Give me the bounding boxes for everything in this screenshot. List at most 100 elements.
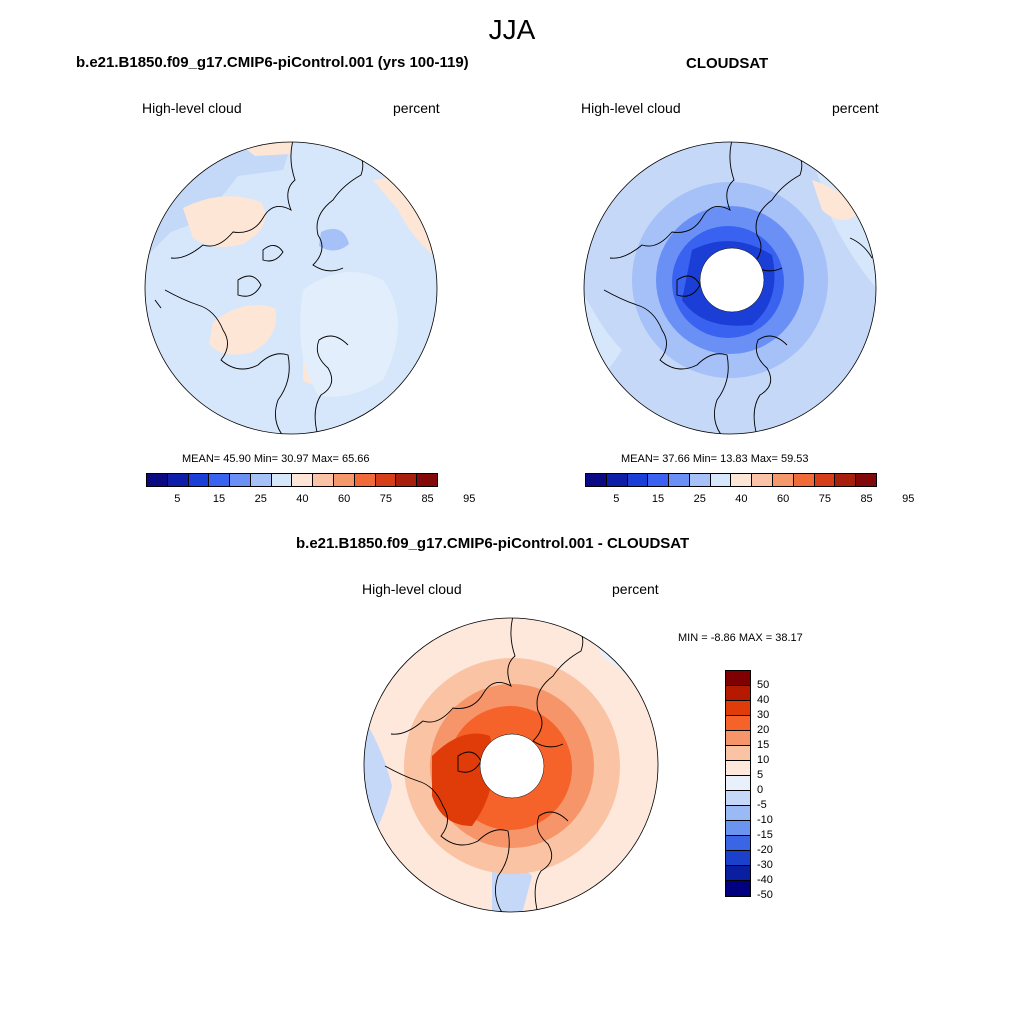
panel3-pole-hole <box>479 733 545 799</box>
panel1-colorbar-tick: 95 <box>463 493 476 505</box>
panel1-region-siberia <box>183 196 266 247</box>
panel3-colorbar-swatch <box>726 836 750 851</box>
panel3-colorbar-swatch <box>726 851 750 866</box>
panel3-colorbar-tick: -50 <box>757 889 773 901</box>
panel3-colorbar-swatch <box>726 881 750 896</box>
panel1-min: 30.97 <box>281 453 309 465</box>
panel1-colorbar-swatch <box>334 474 355 486</box>
panel1-colorbar-swatch <box>292 474 314 486</box>
panel2-colorbar-tick: 15 <box>651 493 665 505</box>
panel2-min-label: Min= <box>692 453 718 465</box>
panel3-map-border <box>363 617 659 913</box>
panel2-colorbar-tick: 25 <box>693 493 706 505</box>
panel2-colorbar-swatch <box>606 474 628 486</box>
panel3-variable: High-level cloud <box>362 581 462 597</box>
panel2-colorbar-tick: 5 <box>613 493 620 505</box>
panel3-colorbar-swatch <box>726 671 750 686</box>
panel3-region-cool-s <box>492 862 532 912</box>
panel2-colorbar-swatch <box>856 474 876 486</box>
panel3-colorbar-tick: -30 <box>757 859 773 871</box>
panel3-colorbar-tick: 10 <box>757 754 770 766</box>
panel3-min-label: MIN = <box>678 632 708 644</box>
panel2-colorbar-tick: 85 <box>860 493 873 505</box>
panel2-colorbar-tick: 95 <box>902 493 915 505</box>
panel1-colorbar-swatch <box>188 474 210 486</box>
panel3-max: 38.17 <box>775 632 803 644</box>
panel1-map <box>144 141 438 435</box>
panel3-colorbar-swatch <box>726 806 750 821</box>
panel2-pole-hole <box>699 247 765 313</box>
panel1-colorbar-tick: 85 <box>421 493 434 505</box>
panel2-colorbar-swatch <box>793 474 815 486</box>
panel3-units: percent <box>612 581 659 597</box>
panel1-region-ocean <box>300 272 398 397</box>
panel3-colorbar-tick: -15 <box>757 829 773 841</box>
panel2-map <box>583 141 877 435</box>
panel1-colorbar-swatch <box>354 474 376 486</box>
panel2-colorbar <box>585 473 877 487</box>
panel1-min-label: Min= <box>253 453 279 465</box>
panel1-colorbar-tick: 40 <box>296 493 309 505</box>
panel3-colorbar-tick: 20 <box>757 724 770 736</box>
panel2-colorbar-swatch <box>586 474 607 486</box>
panel1-colorbar-tick: 60 <box>338 493 351 505</box>
panel1-colorbar-swatch <box>396 474 418 486</box>
panel2-units: percent <box>832 100 879 116</box>
panel1-colorbar-tick: 15 <box>212 493 226 505</box>
panel3-colorbar-tick: 15 <box>757 739 770 751</box>
panel1-max-label: Max= <box>311 453 339 465</box>
panel3-colorbar-tick: -5 <box>757 799 767 811</box>
panel3-colorbar-swatch <box>726 821 750 836</box>
panel3-colorbar-tick: 5 <box>757 769 764 781</box>
panel3-colorbar <box>725 670 751 897</box>
panel2-map-border <box>583 141 877 435</box>
panel1-colorbar-tick: 25 <box>254 493 267 505</box>
panel2-colorbar-swatch <box>752 474 774 486</box>
panel1-colorbar-swatch <box>271 474 293 486</box>
panel2-min: 13.83 <box>720 453 748 465</box>
panel1-colorbar-swatch <box>167 474 189 486</box>
panel3-colorbar-swatch <box>726 686 750 701</box>
panel2-colorbar-swatch <box>689 474 711 486</box>
panel1-units: percent <box>393 100 440 116</box>
panel2-colorbar-tick: 75 <box>818 493 831 505</box>
panel3-colorbar-swatch <box>726 791 750 806</box>
panel2-max-label: Max= <box>750 453 778 465</box>
panel2-colorbar-swatch <box>835 474 857 486</box>
panel3-colorbar-tick: -40 <box>757 874 773 886</box>
panel3-colorbar-tick: 40 <box>757 694 770 706</box>
panel2-colorbar-swatch <box>814 474 836 486</box>
panel2-stats: MEAN= 37.66 Min= 13.83 Max= 59.53 <box>621 453 809 465</box>
panel1-colorbar-tick: 5 <box>174 493 181 505</box>
season-title: JJA <box>488 14 536 45</box>
panel1-colorbar-swatch <box>147 474 168 486</box>
panel1-colorbar-swatch <box>230 474 251 486</box>
panel2-colorbar-swatch <box>648 474 670 486</box>
panel2-colorbar-swatch <box>710 474 732 486</box>
panel1-region-asia <box>209 305 277 355</box>
panel1-colorbar <box>146 473 438 487</box>
panel1-title: b.e21.B1850.f09_g17.CMIP6-piControl.001 … <box>76 54 469 71</box>
panel2-mean-label: MEAN= <box>621 453 660 465</box>
panel3-colorbar-tick: 30 <box>757 709 770 721</box>
panel2-mean: 37.66 <box>662 453 690 465</box>
panel2-colorbar-swatch <box>773 474 794 486</box>
panel3-colorbar-tick: -10 <box>757 814 773 826</box>
panel1-colorbar-tick: 75 <box>379 493 392 505</box>
panel1-variable: High-level cloud <box>142 100 242 116</box>
panel3-colorbar-swatch <box>726 746 750 761</box>
panel2-variable: High-level cloud <box>581 100 681 116</box>
panel3-min: -8.86 <box>710 632 736 644</box>
panel3-max-label: MAX = <box>738 632 773 644</box>
panel2-max: 59.53 <box>780 453 809 465</box>
panel1-map-border <box>144 141 438 435</box>
panel1-region-blue <box>319 228 349 251</box>
panel2-colorbar-tick: 60 <box>777 493 790 505</box>
panel3-title: b.e21.B1850.f09_g17.CMIP6-piControl.001 … <box>296 535 690 552</box>
panel3-colorbar-swatch <box>726 731 750 746</box>
panel3-colorbar-swatch <box>726 701 750 716</box>
panel1-colorbar-swatch <box>250 474 272 486</box>
panel3-colorbar-swatch <box>726 866 750 881</box>
panel3-colorbar-tick: -20 <box>757 844 773 856</box>
panel3-stats: MIN = -8.86 MAX = 38.17 <box>678 632 803 644</box>
